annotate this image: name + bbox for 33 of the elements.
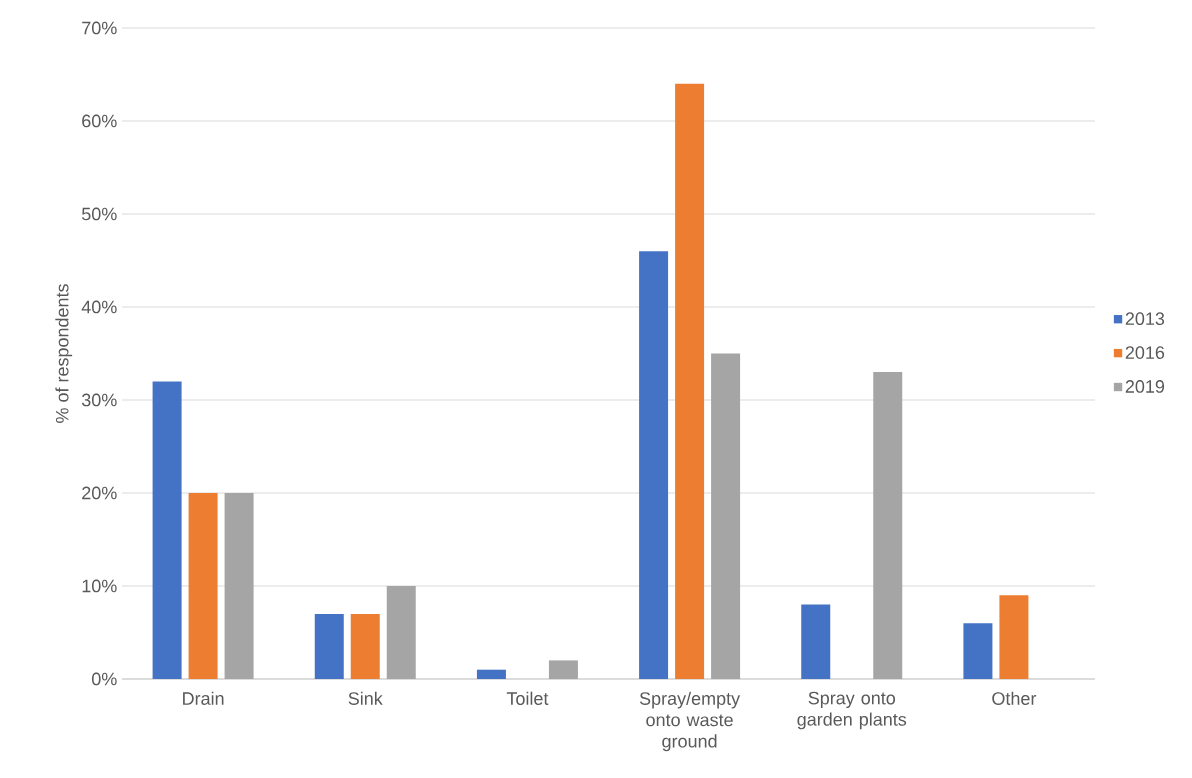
y-tick-label: 60% [82, 114, 117, 128]
legend-label: 2013 [1125, 312, 1165, 326]
legend-label: 2019 [1125, 380, 1165, 393]
legend-label: 2016 [1125, 346, 1165, 359]
bar [711, 353, 741, 679]
x-tick-label: Other [992, 691, 1037, 705]
x-tick-label: Sink [348, 691, 383, 705]
y-tick-label: 0% [92, 672, 117, 686]
bar [350, 613, 380, 679]
bar [314, 613, 344, 679]
bar [386, 585, 416, 679]
x-tick-label: Drain [183, 691, 224, 705]
bar [476, 669, 506, 679]
x-tick-label: Spray/empty onto waste ground [639, 691, 741, 752]
bar [188, 492, 218, 679]
bar [639, 251, 669, 679]
y-tick-label: 10% [82, 579, 117, 593]
bar [548, 660, 578, 679]
y-tick-label: 50% [81, 207, 117, 221]
y-tick-label: 20% [82, 486, 117, 500]
x-tick-label: Spray onto garden plants [797, 691, 907, 730]
bar [963, 623, 993, 679]
x-tick-label: Toilet [506, 691, 549, 705]
bar [873, 372, 903, 679]
bar [675, 83, 705, 679]
bar [801, 604, 831, 679]
bar [999, 595, 1029, 679]
bar [224, 492, 254, 679]
y-tick-label: 70% [82, 21, 117, 35]
bar [152, 381, 182, 679]
y-tick-label: 30% [81, 393, 117, 407]
y-axis-title: % of respondents [55, 284, 73, 423]
y-tick-label: 40% [81, 300, 117, 314]
